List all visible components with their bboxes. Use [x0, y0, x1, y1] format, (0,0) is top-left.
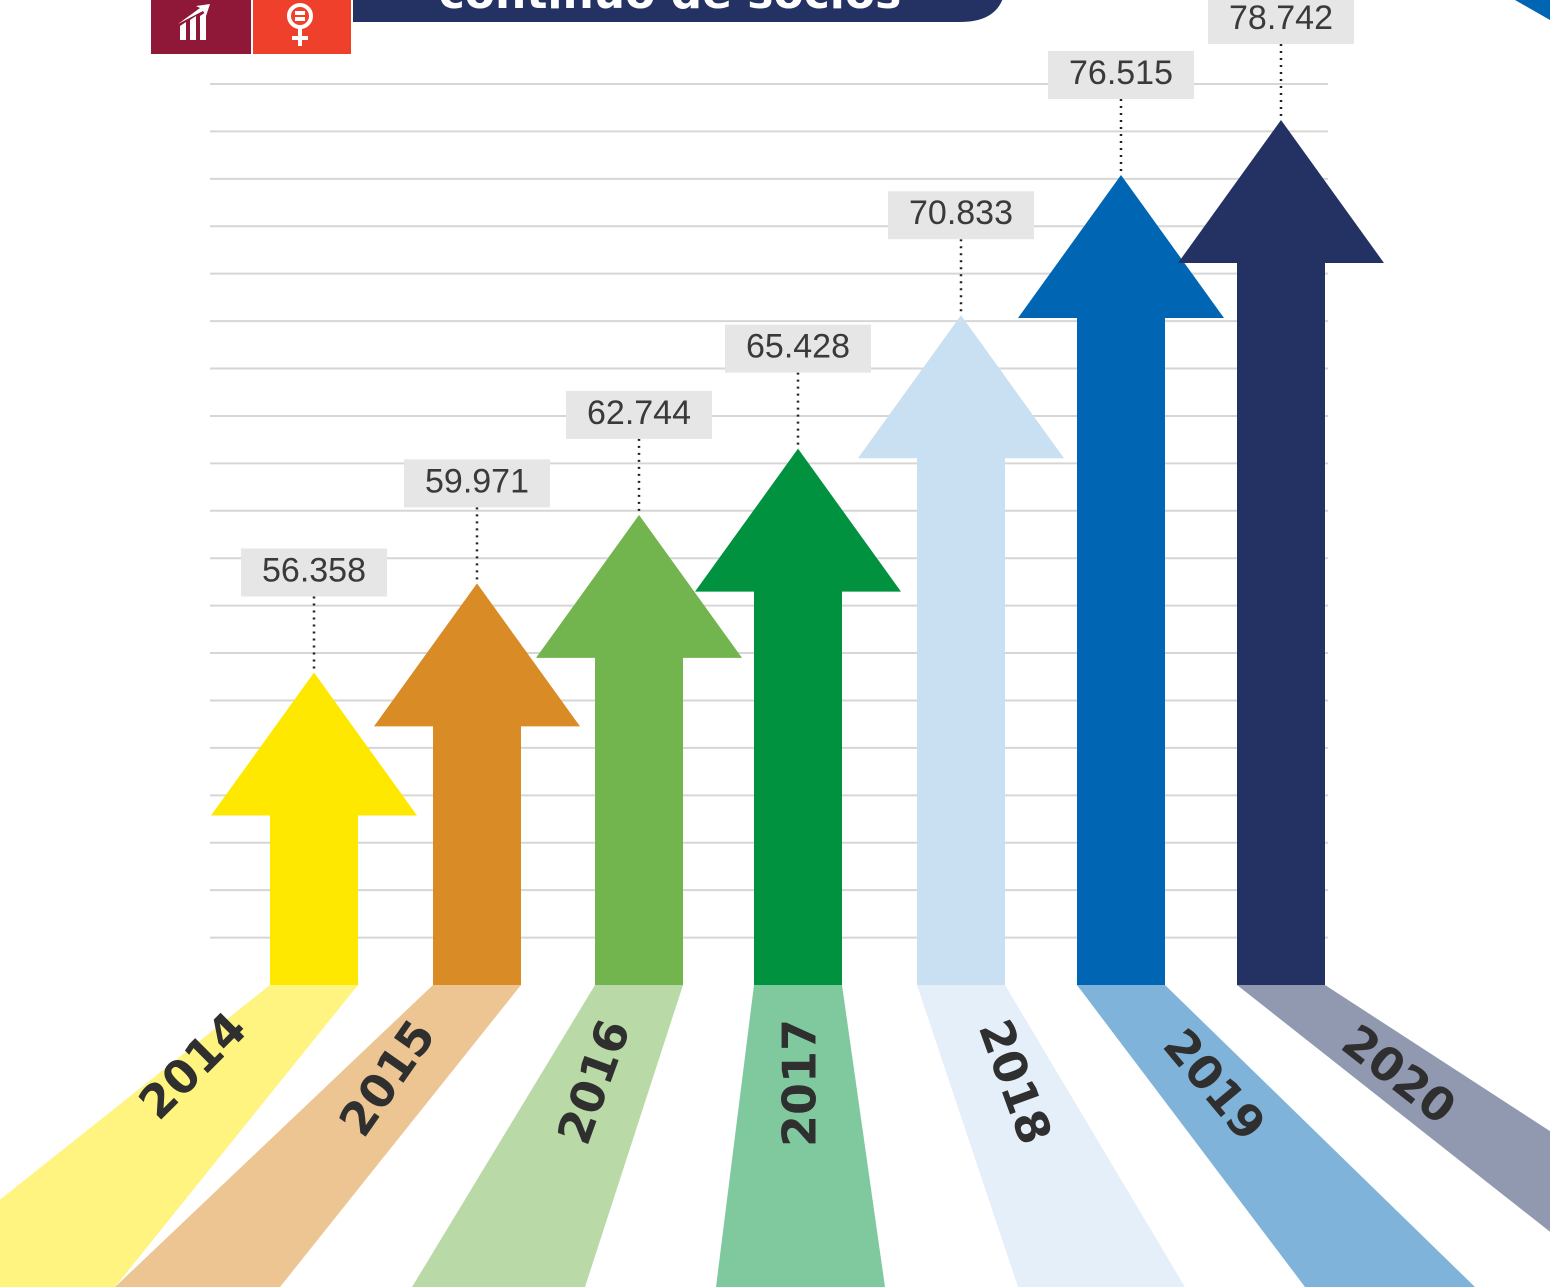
x-tick-label: 2017 [773, 1019, 827, 1147]
icon-gender-glyph [292, 11, 308, 46]
icon-growth-glyph [178, 4, 210, 40]
title-banner [353, 0, 1003, 22]
value-label-box [1048, 50, 1194, 99]
arrow [1018, 174, 1224, 985]
value-label: 56.358 [262, 552, 366, 590]
value-label: 59.971 [425, 462, 529, 500]
ribbon [1237, 985, 1550, 1232]
value-label: 76.515 [1069, 54, 1173, 92]
value-label: 78.742 [1229, 0, 1333, 37]
value-label-box [888, 191, 1034, 240]
ribbon [716, 985, 885, 1287]
ribbon [115, 985, 521, 1287]
arrow [211, 672, 417, 985]
value-label-box [241, 548, 387, 597]
ribbon [412, 985, 683, 1287]
value-label: 62.744 [587, 394, 691, 432]
value-label-box [404, 459, 550, 508]
ribbon [0, 985, 358, 1287]
value-label-box [725, 324, 871, 373]
arrow [374, 583, 580, 985]
ribbon [1077, 985, 1475, 1287]
corner-shape [1515, 0, 1550, 20]
arrow [695, 448, 901, 985]
value-label-box [566, 390, 712, 439]
value-label: 65.428 [746, 328, 850, 366]
arrow [858, 315, 1064, 985]
arrow [536, 514, 742, 985]
value-label-box [1208, 0, 1354, 44]
ribbon [917, 985, 1185, 1287]
chart-title: continuo de socios [439, 0, 902, 19]
value-label: 70.833 [909, 194, 1013, 232]
arrow [1178, 119, 1384, 986]
